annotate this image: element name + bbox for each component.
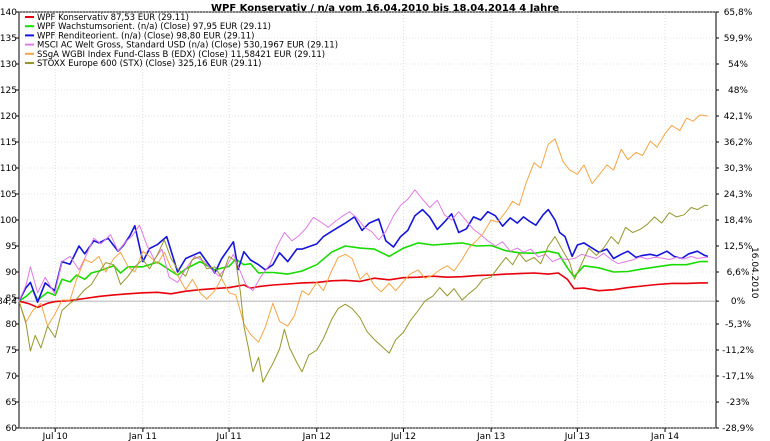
- x-tick-label: Jan 11: [128, 432, 157, 441]
- legend-label-5: SSgA WGBI Index Fund-Class B (EDX) (Clos…: [37, 50, 325, 60]
- y2-tick-label: 6,6%: [727, 268, 750, 278]
- y2-tick-label: 24,3%: [724, 190, 753, 200]
- y2-tick-label: 59,9%: [724, 34, 753, 44]
- series-line-1: [18, 272, 708, 309]
- y-tick-label: 125: [0, 86, 17, 96]
- y-tick-label: 130: [0, 60, 17, 70]
- y-tick-label: 90: [6, 268, 18, 278]
- y-tick-label: 85: [6, 294, 17, 304]
- series-line-5: [18, 114, 708, 343]
- y2-tick-label: 42,1%: [724, 112, 753, 122]
- y2-tick-label: 18,4%: [724, 216, 753, 226]
- y2-tick-label: 36,2%: [724, 138, 753, 148]
- grid: [18, 11, 717, 429]
- series-line-4: [18, 189, 708, 302]
- legend-label-3: WPF Renditeorient. (n/a) (Close) 98,80 E…: [37, 31, 254, 41]
- y-tick-label: 105: [0, 190, 17, 200]
- chart-title: WPF Konservativ / n/a vom 16.04.2010 bis…: [211, 3, 559, 14]
- y2-tick-label: 0%: [731, 297, 746, 307]
- legend-label-4: MSCI AC Welt Gross, Standard USD (n/a) (…: [37, 41, 338, 51]
- legend-label-6: STOXX Europe 600 (STX) (Close) 325,16 EU…: [37, 59, 261, 69]
- x-tick-label: Jul 10: [42, 432, 68, 441]
- y-tick-label: 70: [6, 372, 18, 382]
- series-line-3: [18, 208, 709, 303]
- y-tick-label: 65: [6, 398, 17, 408]
- y-tick-label: 80: [6, 320, 18, 330]
- y-tick-label: 75: [6, 346, 17, 356]
- y-tick-label: 140: [0, 8, 17, 18]
- axes: 60 65 70 75 80 85 90 95 100 105 110 115 120 125 130 135…: [0, 8, 754, 441]
- y-tick-label: 115: [0, 138, 17, 148]
- y-tick-label: 110: [0, 164, 17, 174]
- y-tick-label: 100: [0, 216, 17, 226]
- x-tick-label: Jan 12: [302, 432, 331, 441]
- x-tick-label: Jul 11: [216, 432, 242, 441]
- x-tick-label: Jul 12: [390, 432, 416, 441]
- y2-tick-label: 48%: [728, 86, 748, 96]
- y2-tick-label: -23%: [726, 398, 750, 408]
- x-tick-label: Jan 14: [650, 432, 679, 441]
- series-lines: [18, 114, 709, 383]
- y-base-label: 84,4: [0, 297, 17, 307]
- y2-tick-label: -5,3%: [725, 320, 752, 330]
- x-tick-label: Jan 13: [476, 432, 505, 441]
- y-tick-label: 60: [6, 424, 18, 434]
- y2-tick-label: 12,5%: [724, 242, 753, 252]
- x-tick-label: Jul 13: [564, 432, 590, 441]
- y-tick-label: 120: [0, 112, 17, 122]
- y2-tick-label: 54%: [728, 60, 748, 70]
- y2-tick-label: -28,9%: [722, 424, 754, 434]
- legend-label-2: WPF Wachstumsorient. (n/a) (Close) 97,95…: [37, 22, 271, 32]
- y2-tick-label: -17,1%: [722, 372, 754, 382]
- legend-label-1: WPF Konservativ 87,53 EUR (29.11): [37, 13, 189, 23]
- series-line-6: [18, 204, 708, 383]
- y2-tick-label: 65,8%: [724, 8, 753, 18]
- legend: WPF Konservativ 87,53 EUR (29.11)WPF Wac…: [25, 13, 338, 69]
- y2-tick-label: 30,3%: [724, 164, 753, 174]
- y-tick-label: 95: [6, 242, 17, 252]
- y2-tick-label: -11,2%: [722, 346, 754, 356]
- right-axis-note: 16.04.2010: [749, 247, 759, 299]
- y-tick-label: 135: [0, 34, 17, 44]
